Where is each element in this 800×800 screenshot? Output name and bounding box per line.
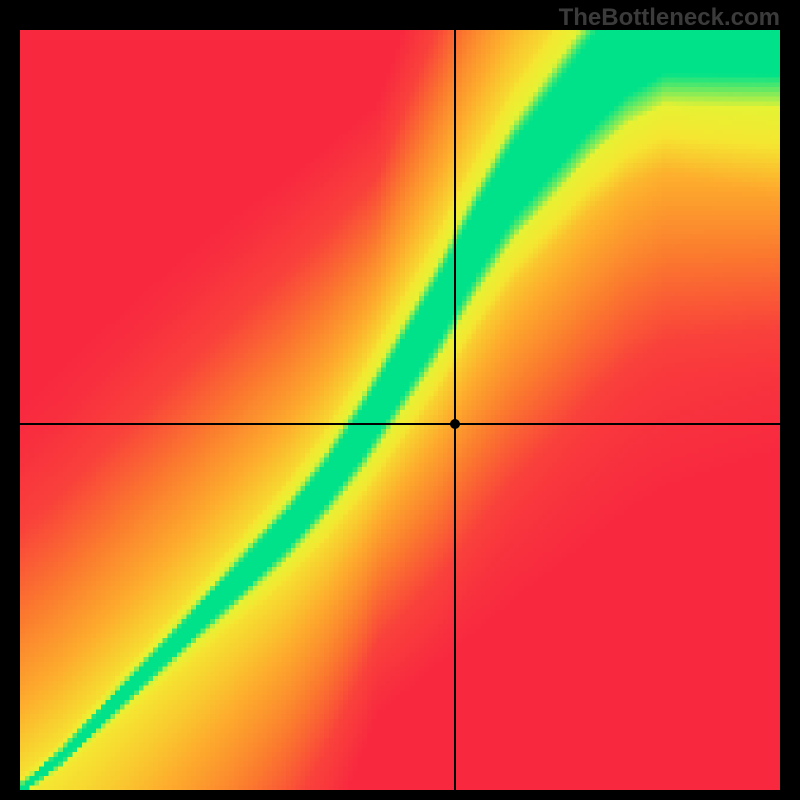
watermark-text: TheBottleneck.com xyxy=(559,4,780,32)
figure-container: TheBottleneck.com xyxy=(0,0,800,800)
crosshair-vertical xyxy=(454,30,456,790)
crosshair-horizontal xyxy=(20,423,780,425)
heatmap-canvas xyxy=(20,30,780,790)
plot-area xyxy=(20,30,780,790)
crosshair-marker xyxy=(450,419,460,429)
